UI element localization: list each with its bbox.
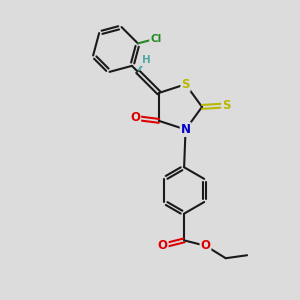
Text: N: N: [181, 123, 190, 136]
Text: S: S: [181, 78, 190, 91]
Text: O: O: [130, 111, 140, 124]
Text: H: H: [142, 55, 150, 65]
Text: O: O: [200, 239, 211, 252]
Text: Cl: Cl: [150, 34, 161, 44]
Text: O: O: [158, 239, 168, 252]
Text: S: S: [222, 99, 231, 112]
